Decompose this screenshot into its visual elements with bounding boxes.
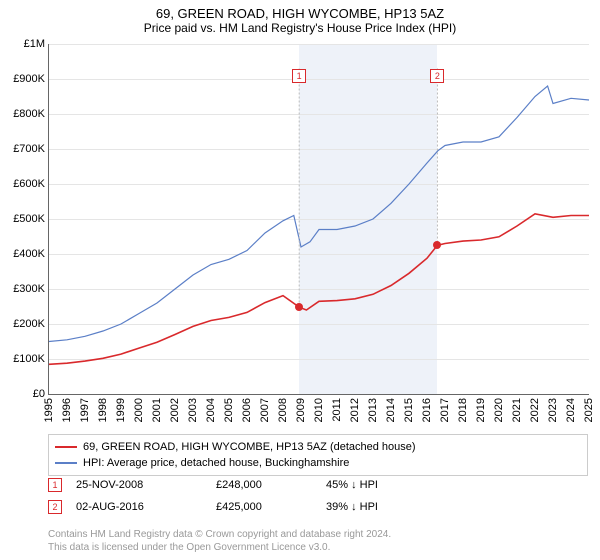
x-tick-label: 2015: [403, 398, 415, 422]
y-tick-label: £700K: [5, 143, 45, 155]
sale-date: 02-AUG-2016: [76, 501, 216, 513]
chart-svg: [49, 44, 589, 394]
sale-row: 1 25-NOV-2008£248,00045% ↓ HPI: [48, 478, 588, 492]
x-tick-label: 1997: [79, 398, 91, 422]
x-tick-label: 2007: [259, 398, 271, 422]
y-tick-label: £900K: [5, 73, 45, 85]
x-tick-label: 2011: [331, 398, 343, 422]
marker-flag: 1: [292, 69, 306, 83]
x-tick-label: 2008: [277, 398, 289, 422]
y-tick-label: £600K: [5, 178, 45, 190]
chart-subtitle: Price paid vs. HM Land Registry's House …: [0, 21, 600, 35]
x-tick-label: 2019: [475, 398, 487, 422]
sale-dot: [433, 241, 441, 249]
sale-price: £425,000: [216, 501, 326, 513]
legend-box: 69, GREEN ROAD, HIGH WYCOMBE, HP13 5AZ (…: [48, 434, 588, 476]
marker-flag: 2: [430, 69, 444, 83]
y-tick-label: £200K: [5, 318, 45, 330]
y-tick-label: £100K: [5, 353, 45, 365]
x-tick-label: 2010: [313, 398, 325, 422]
y-tick-label: £0: [5, 388, 45, 400]
x-tick-label: 2009: [295, 398, 307, 422]
x-tick-label: 2006: [241, 398, 253, 422]
legend-row: 69, GREEN ROAD, HIGH WYCOMBE, HP13 5AZ (…: [55, 439, 581, 455]
footer-line1: Contains HM Land Registry data © Crown c…: [48, 528, 588, 541]
footer-line2: This data is licensed under the Open Gov…: [48, 541, 588, 554]
sale-price: £248,000: [216, 479, 326, 491]
series-price-paid: [49, 214, 589, 364]
x-tick-label: 2003: [187, 398, 199, 422]
x-tick-label: 2002: [169, 398, 181, 422]
sale-dot: [295, 303, 303, 311]
sale-date: 25-NOV-2008: [76, 479, 216, 491]
x-tick-label: 2025: [583, 398, 595, 422]
sale-pct: 45% ↓ HPI: [326, 479, 426, 491]
x-tick-label: 1995: [43, 398, 55, 422]
sale-marker: 2: [48, 500, 62, 514]
x-tick-label: 2012: [349, 398, 361, 422]
x-tick-label: 2004: [205, 398, 217, 422]
x-tick-label: 2024: [565, 398, 577, 422]
y-tick-label: £400K: [5, 248, 45, 260]
chart-area: 12: [48, 44, 589, 395]
sale-pct: 39% ↓ HPI: [326, 501, 426, 513]
x-tick-label: 2016: [421, 398, 433, 422]
x-tick-label: 2020: [493, 398, 505, 422]
y-tick-label: £500K: [5, 213, 45, 225]
chart-title: 69, GREEN ROAD, HIGH WYCOMBE, HP13 5AZ: [0, 0, 600, 21]
x-tick-label: 2017: [439, 398, 451, 422]
sale-row: 2 02-AUG-2016£425,00039% ↓ HPI: [48, 500, 588, 514]
x-tick-label: 2001: [151, 398, 163, 422]
x-tick-label: 2021: [511, 398, 523, 422]
x-tick-label: 1998: [97, 398, 109, 422]
x-tick-label: 1996: [61, 398, 73, 422]
y-tick-label: £1M: [5, 38, 45, 50]
x-tick-label: 2005: [223, 398, 235, 422]
container: 69, GREEN ROAD, HIGH WYCOMBE, HP13 5AZ P…: [0, 0, 600, 560]
x-tick-label: 1999: [115, 398, 127, 422]
x-tick-label: 2000: [133, 398, 145, 422]
footer: Contains HM Land Registry data © Crown c…: [48, 528, 588, 554]
legend-swatch: [55, 462, 77, 464]
series-hpi: [49, 86, 589, 342]
legend-label: 69, GREEN ROAD, HIGH WYCOMBE, HP13 5AZ (…: [83, 439, 416, 455]
x-tick-label: 2018: [457, 398, 469, 422]
x-tick-label: 2014: [385, 398, 397, 422]
legend-row: HPI: Average price, detached house, Buck…: [55, 455, 581, 471]
y-tick-label: £800K: [5, 108, 45, 120]
x-tick-label: 2013: [367, 398, 379, 422]
sale-marker: 1: [48, 478, 62, 492]
x-tick-label: 2022: [529, 398, 541, 422]
legend-label: HPI: Average price, detached house, Buck…: [83, 455, 349, 471]
x-tick-label: 2023: [547, 398, 559, 422]
legend-swatch: [55, 446, 77, 448]
y-tick-label: £300K: [5, 283, 45, 295]
